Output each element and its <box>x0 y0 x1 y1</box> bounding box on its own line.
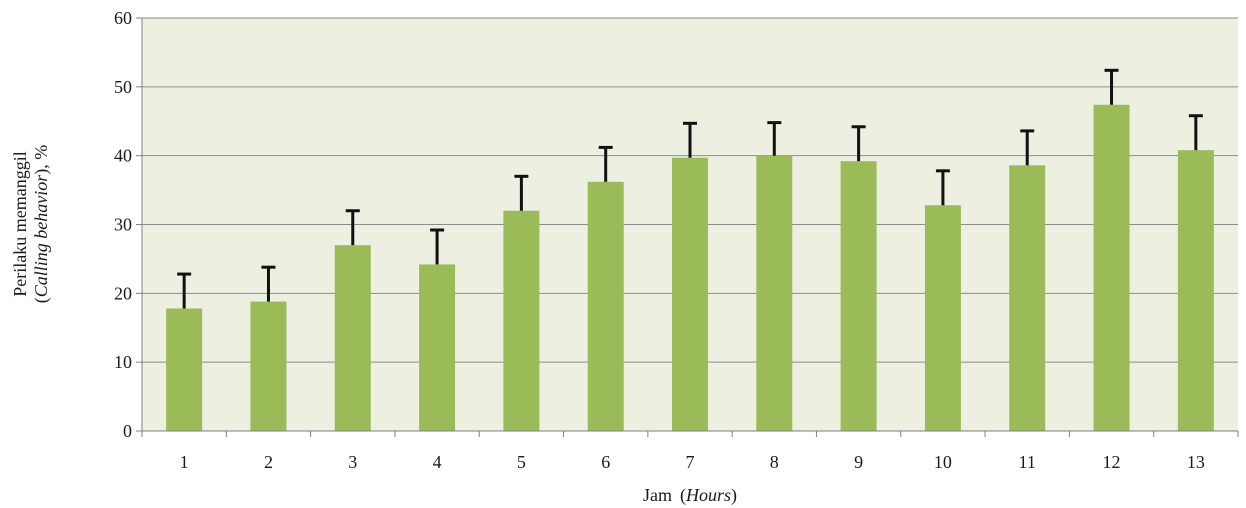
x-tick-label: 8 <box>770 452 779 472</box>
bars-group <box>166 104 1214 431</box>
bar <box>587 181 624 431</box>
x-tick-label: 11 <box>1019 452 1036 472</box>
y-axis-title-italic: Calling behavior <box>31 174 51 297</box>
bar <box>1093 104 1130 431</box>
bar <box>166 308 203 431</box>
x-axis-title-close: ) <box>731 485 737 506</box>
bar <box>334 245 371 431</box>
x-tick-label: 1 <box>180 452 189 472</box>
bar <box>1009 165 1046 431</box>
y-axis-title-line1: Perilaku memanggil <box>10 151 30 296</box>
y-axis-title-line2: (Calling behavior), % <box>31 145 52 304</box>
x-axis-title-main: Jam <box>643 485 672 505</box>
x-tick-label: 2 <box>264 452 273 472</box>
bar <box>503 210 540 431</box>
bar <box>250 301 287 431</box>
x-tick-label: 6 <box>601 452 610 472</box>
x-tick-label: 3 <box>348 452 357 472</box>
x-axis-title-italic: Hours <box>685 485 731 505</box>
y-tick-label: 0 <box>123 421 132 441</box>
y-axis-title-suffix: ), % <box>31 145 52 175</box>
y-axis-title-open: ( <box>31 297 52 303</box>
x-axis-title: Jam (Hours) <box>643 485 737 506</box>
bar <box>756 155 793 431</box>
bar <box>840 161 877 431</box>
x-axis-title-open: ( <box>680 485 686 506</box>
y-tick-label: 40 <box>114 146 132 166</box>
x-tick-label: 9 <box>854 452 863 472</box>
x-tick-label: 13 <box>1187 452 1205 472</box>
x-tick-label: 12 <box>1103 452 1121 472</box>
y-tick-label: 60 <box>114 8 132 28</box>
error-bars-group <box>177 68 1203 309</box>
y-tick-labels: 0 10 20 30 40 50 60 <box>114 8 132 441</box>
bar <box>1177 150 1214 431</box>
axes-group <box>136 17 1239 437</box>
bar <box>672 157 708 431</box>
y-tick-label: 30 <box>114 215 132 235</box>
y-tick-label: 20 <box>114 283 132 303</box>
y-tick-label: 10 <box>114 352 132 372</box>
x-tick-labels: 1 2 3 4 5 6 7 8 9 10 11 12 13 <box>180 452 1205 472</box>
bar <box>419 264 456 431</box>
x-tick-label: 5 <box>517 452 526 472</box>
x-tick-label: 7 <box>686 452 695 472</box>
bar <box>924 205 961 431</box>
x-tick-label: 10 <box>934 452 952 472</box>
y-tick-label: 50 <box>114 77 132 97</box>
x-tick-label: 4 <box>433 452 442 472</box>
